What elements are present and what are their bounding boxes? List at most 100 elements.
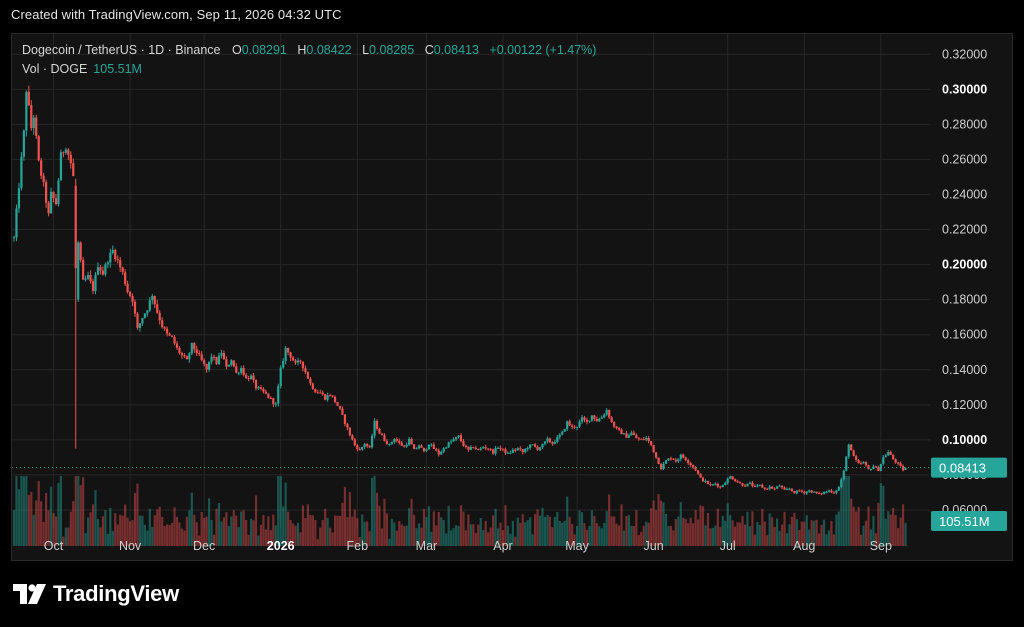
candle-body xyxy=(820,493,823,495)
candle-body xyxy=(763,487,766,489)
volume-bar xyxy=(704,525,707,546)
candle-body xyxy=(516,448,519,450)
candle-body xyxy=(751,482,754,487)
volume-bar xyxy=(225,512,228,546)
volume-bar xyxy=(284,482,287,546)
volume-bar xyxy=(329,527,332,546)
candle-body xyxy=(657,457,660,465)
candle-body xyxy=(803,491,806,494)
candle-body xyxy=(12,237,16,239)
volume-badge-text: 105.51M xyxy=(939,514,990,529)
candle-body xyxy=(291,357,295,361)
candle-body xyxy=(499,447,502,449)
volume-value: 105.51M xyxy=(93,62,142,76)
candle-body xyxy=(124,272,127,284)
candle-body xyxy=(884,455,887,458)
chart-panel[interactable]: 0.060000.080000.100000.120000.140000.160… xyxy=(11,33,1013,561)
candle-body xyxy=(126,283,129,292)
candle-body xyxy=(27,91,30,106)
volume-bar xyxy=(746,511,749,546)
volume-bar xyxy=(249,518,253,546)
volume-bar xyxy=(867,506,870,546)
volume-bar xyxy=(511,520,514,546)
symbol-label[interactable]: Dogecoin / TetherUS · 1D · Binance xyxy=(22,43,221,57)
candle-body xyxy=(37,136,40,161)
candle-body xyxy=(783,487,786,490)
volume-bar xyxy=(30,491,33,546)
volume-bar xyxy=(652,500,655,546)
price-chart[interactable]: 0.060000.080000.100000.120000.140000.160… xyxy=(12,34,1012,560)
candle-body xyxy=(825,491,828,493)
volume-bar xyxy=(709,528,712,546)
volume-bar xyxy=(482,530,485,546)
volume-bar xyxy=(701,506,705,546)
candle-body xyxy=(99,267,102,271)
volume-bar xyxy=(877,503,880,546)
candle-body xyxy=(595,418,598,422)
candle-body xyxy=(573,426,576,428)
candle-body xyxy=(40,160,43,176)
volume-bar xyxy=(445,533,448,546)
candle-body xyxy=(442,448,445,452)
volume-bar xyxy=(141,515,144,546)
candle-body xyxy=(603,414,606,418)
volume-bar xyxy=(583,523,586,546)
candle-body xyxy=(897,462,900,464)
candle-body xyxy=(519,448,522,450)
volume-bar xyxy=(17,489,21,546)
candle-body xyxy=(640,438,643,440)
candle-body xyxy=(84,278,87,280)
volume-bar xyxy=(608,494,611,546)
candle-body xyxy=(771,486,774,489)
volume-bar xyxy=(845,476,848,546)
volume-bar xyxy=(803,521,806,546)
candle-body xyxy=(170,335,174,337)
volume-bar xyxy=(585,529,589,546)
volume-bar xyxy=(341,502,344,546)
volume-bar xyxy=(556,511,559,546)
candle-body xyxy=(215,357,218,365)
volume-bar xyxy=(272,514,275,546)
candle-body xyxy=(195,349,198,354)
x-tick-label: May xyxy=(565,539,589,553)
volume-bar xyxy=(138,515,142,546)
candle-body xyxy=(361,446,364,450)
candle-body xyxy=(205,364,208,370)
candle-body xyxy=(835,490,838,494)
volume-bar xyxy=(842,476,845,546)
volume-bar xyxy=(395,530,398,546)
candle-body xyxy=(74,185,77,269)
candle-body xyxy=(148,300,151,311)
candle-body xyxy=(49,191,53,214)
candle-body xyxy=(151,296,154,301)
candle-body xyxy=(489,449,492,451)
candle-body xyxy=(403,445,406,447)
y-tick-label: 0.22000 xyxy=(942,223,987,237)
close-value: 0.08413 xyxy=(433,43,479,57)
volume-bar xyxy=(588,525,591,546)
volume-bar xyxy=(133,493,137,546)
candle-body xyxy=(526,447,529,450)
candle-body xyxy=(15,208,18,238)
x-tick-label: Apr xyxy=(493,539,512,553)
candle-body xyxy=(435,448,438,451)
volume-bar xyxy=(203,517,206,546)
volume-bar xyxy=(521,514,524,546)
tradingview-logo[interactable]: TradingView xyxy=(13,581,179,607)
volume-bar xyxy=(795,519,798,546)
candle-body xyxy=(82,259,85,280)
volume-bar xyxy=(417,523,421,546)
candle-body xyxy=(541,443,544,448)
volume-bar xyxy=(538,515,542,546)
candle-body xyxy=(566,421,569,430)
candle-body xyxy=(262,388,265,392)
candle-body xyxy=(25,91,28,131)
price-axis[interactable]: 0.060000.080000.100000.120000.140000.160… xyxy=(942,47,987,517)
time-axis[interactable]: Oct Nov Dec 2026 Feb Mar Apr May Jun Jul Aug Sep xyxy=(44,539,892,553)
volume-bar xyxy=(706,512,710,546)
x-tick-label: 2026 xyxy=(267,539,295,553)
candle-body xyxy=(331,395,334,397)
volume-bar xyxy=(163,526,166,546)
candle-body xyxy=(166,328,169,334)
low-value: 0.08285 xyxy=(369,43,415,57)
